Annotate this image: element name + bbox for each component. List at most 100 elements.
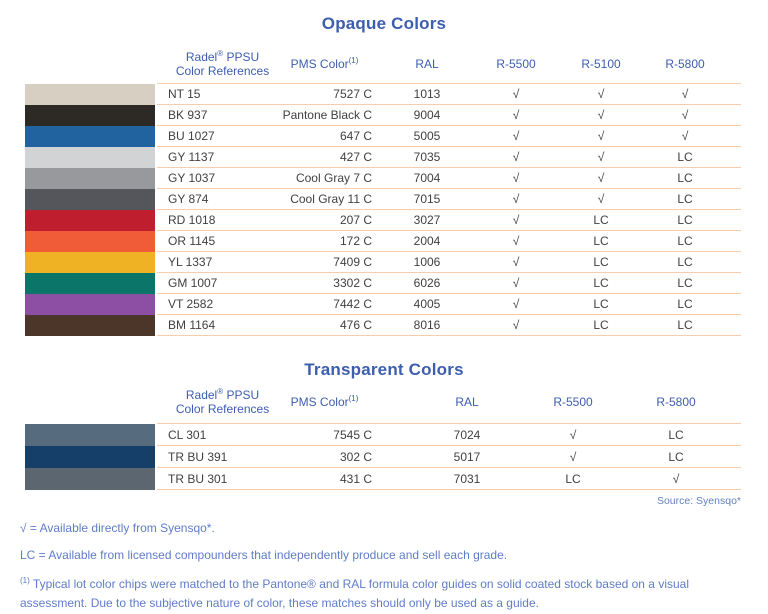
color-swatch: [25, 273, 155, 294]
table-row: GY 1137 427 C 7035 √ √ LC: [25, 147, 741, 168]
pms-color-value: 172 C: [339, 234, 372, 248]
table-row: GY 1037 Cool Gray 7 C 7004 √ √ LC: [25, 168, 741, 189]
r5500-availability: LC: [565, 471, 581, 486]
table-row: GY 874 Cool Gray 11 C 7015 √ √ LC: [25, 189, 741, 210]
opaque-colors-table: Radel® PPSU Color References PMS Color(1…: [25, 44, 741, 336]
pms-color-value: 7545 C: [333, 427, 372, 442]
swatch-column-spacer: [25, 380, 155, 424]
r5800-availability: LC: [677, 297, 693, 311]
r5800-availability: LC: [677, 276, 693, 290]
color-swatch: [25, 315, 155, 336]
ral-value: 7024: [453, 427, 481, 442]
opaque-table-body: NT 15 7527 C 1013 √ √ √ BK 937 Pantone B…: [25, 84, 741, 336]
footnote-lc-availability: LC = Available from licensed compounders…: [20, 548, 508, 562]
table-row: GM 1007 3302 C 6026 √ LC LC: [25, 273, 741, 294]
color-swatch: [25, 105, 155, 126]
color-reference-value: GY 1037: [168, 171, 216, 185]
pms-color-value: 427 C: [339, 150, 372, 164]
r5800-availability: √: [672, 471, 680, 486]
transparent-table-header-row: Radel® PPSU Color References PMS Color(1…: [25, 380, 741, 424]
color-reference-value: VT 2582: [168, 297, 214, 311]
opaque-table-header-row: Radel® PPSU Color References PMS Color(1…: [25, 44, 741, 84]
r5800-availability: LC: [677, 192, 693, 206]
transparent-colors-title: Transparent Colors: [304, 360, 464, 379]
r5500-availability: √: [569, 427, 577, 442]
pms-color-value: 3302 C: [333, 276, 372, 290]
color-swatch: [25, 210, 155, 231]
r5100-availability: √: [597, 150, 605, 164]
r5500-availability: √: [512, 171, 520, 185]
table-row: CL 301 7545 C 7024 √ LC: [25, 424, 741, 446]
table-row: YL 1337 7409 C 1006 √ LC LC: [25, 252, 741, 273]
pms-color-value: 7442 C: [333, 297, 372, 311]
column-header-r5500: R-5500: [496, 56, 536, 71]
column-header-r5500: R-5500: [553, 394, 593, 409]
r5500-availability: √: [569, 449, 577, 464]
color-reference-value: CL 301: [168, 427, 207, 442]
column-header-r5800: R-5800: [656, 394, 696, 409]
table-row: TR BU 391 302 C 5017 √ LC: [25, 446, 741, 468]
table-row: OR 1145 172 C 2004 √ LC LC: [25, 231, 741, 252]
pms-color-value: Pantone Black C: [282, 108, 372, 122]
color-swatch: [25, 147, 155, 168]
pms-color-value: Cool Gray 7 C: [295, 171, 372, 185]
color-reference-value: NT 15: [168, 87, 201, 101]
r5500-availability: √: [512, 192, 520, 206]
column-header-r5800: R-5800: [665, 56, 705, 71]
color-reference-value: YL 1337: [168, 255, 213, 269]
ral-value: 8016: [413, 318, 441, 332]
r5500-availability: √: [512, 108, 520, 122]
r5800-availability: LC: [677, 318, 693, 332]
r5100-availability: LC: [593, 318, 609, 332]
r5100-availability: LC: [593, 297, 609, 311]
color-reference-value: BK 937: [168, 108, 208, 122]
r5500-availability: √: [512, 234, 520, 248]
pms-color-value: Cool Gray 11 C: [290, 192, 372, 206]
ral-value: 6026: [413, 276, 441, 290]
r5800-availability: LC: [677, 171, 693, 185]
table-row: BM 1164 476 C 8016 √ LC LC: [25, 315, 741, 336]
ral-value: 4005: [413, 297, 441, 311]
r5800-availability: LC: [677, 255, 693, 269]
ral-value: 7004: [413, 171, 441, 185]
r5500-availability: √: [512, 255, 520, 269]
pms-color-value: 476 C: [339, 318, 372, 332]
color-reference-value: RD 1018: [168, 213, 216, 227]
transparent-table-body: CL 301 7545 C 7024 √ LC TR BU 391 302 C …: [25, 424, 741, 490]
r5100-availability: LC: [593, 234, 609, 248]
color-swatch: [25, 126, 155, 147]
ral-value: 3027: [413, 213, 441, 227]
color-reference-value: GY 1137: [168, 150, 215, 164]
r5500-availability: √: [512, 213, 520, 227]
color-swatch: [25, 446, 155, 468]
pms-color-value: 207 C: [339, 213, 372, 227]
pms-color-value: 302 C: [339, 449, 372, 464]
color-reference-value: OR 1145: [168, 234, 216, 248]
table-row: TR BU 301 431 C 7031 LC √: [25, 468, 741, 490]
footnote-pantone-match: (1) Typical lot color chips were matched…: [20, 576, 689, 611]
color-reference-value: BU 1027: [168, 129, 215, 143]
column-header-pms-color: PMS Color(1): [290, 55, 359, 71]
r5100-availability: LC: [593, 255, 609, 269]
r5100-availability: LC: [593, 213, 609, 227]
r5100-availability: √: [597, 108, 605, 122]
footnotes: √ = Available directly from Syensqo*. LC…: [20, 521, 748, 613]
source-attribution: Source: Syensqo*: [656, 495, 741, 507]
r5500-availability: √: [512, 150, 520, 164]
ral-value: 9004: [413, 108, 441, 122]
r5500-availability: √: [512, 318, 520, 332]
color-swatch: [25, 252, 155, 273]
column-header-color-references: Radel® PPSU Color References: [175, 386, 270, 416]
column-header-ral: RAL: [415, 56, 439, 71]
color-reference-value: GY 874: [168, 192, 209, 206]
color-reference-value: TR BU 301: [168, 471, 228, 486]
table-row: BU 1027 647 C 5005 √ √ √: [25, 126, 741, 147]
column-header-color-references: Radel® PPSU Color References: [175, 48, 270, 78]
column-header-pms-color: PMS Color(1): [290, 393, 359, 409]
r5100-availability: LC: [593, 276, 609, 290]
pms-color-value: 7527 C: [333, 87, 372, 101]
r5100-availability: √: [597, 192, 605, 206]
ral-value: 1006: [413, 255, 441, 269]
r5800-availability: LC: [677, 213, 693, 227]
color-swatch: [25, 84, 155, 105]
